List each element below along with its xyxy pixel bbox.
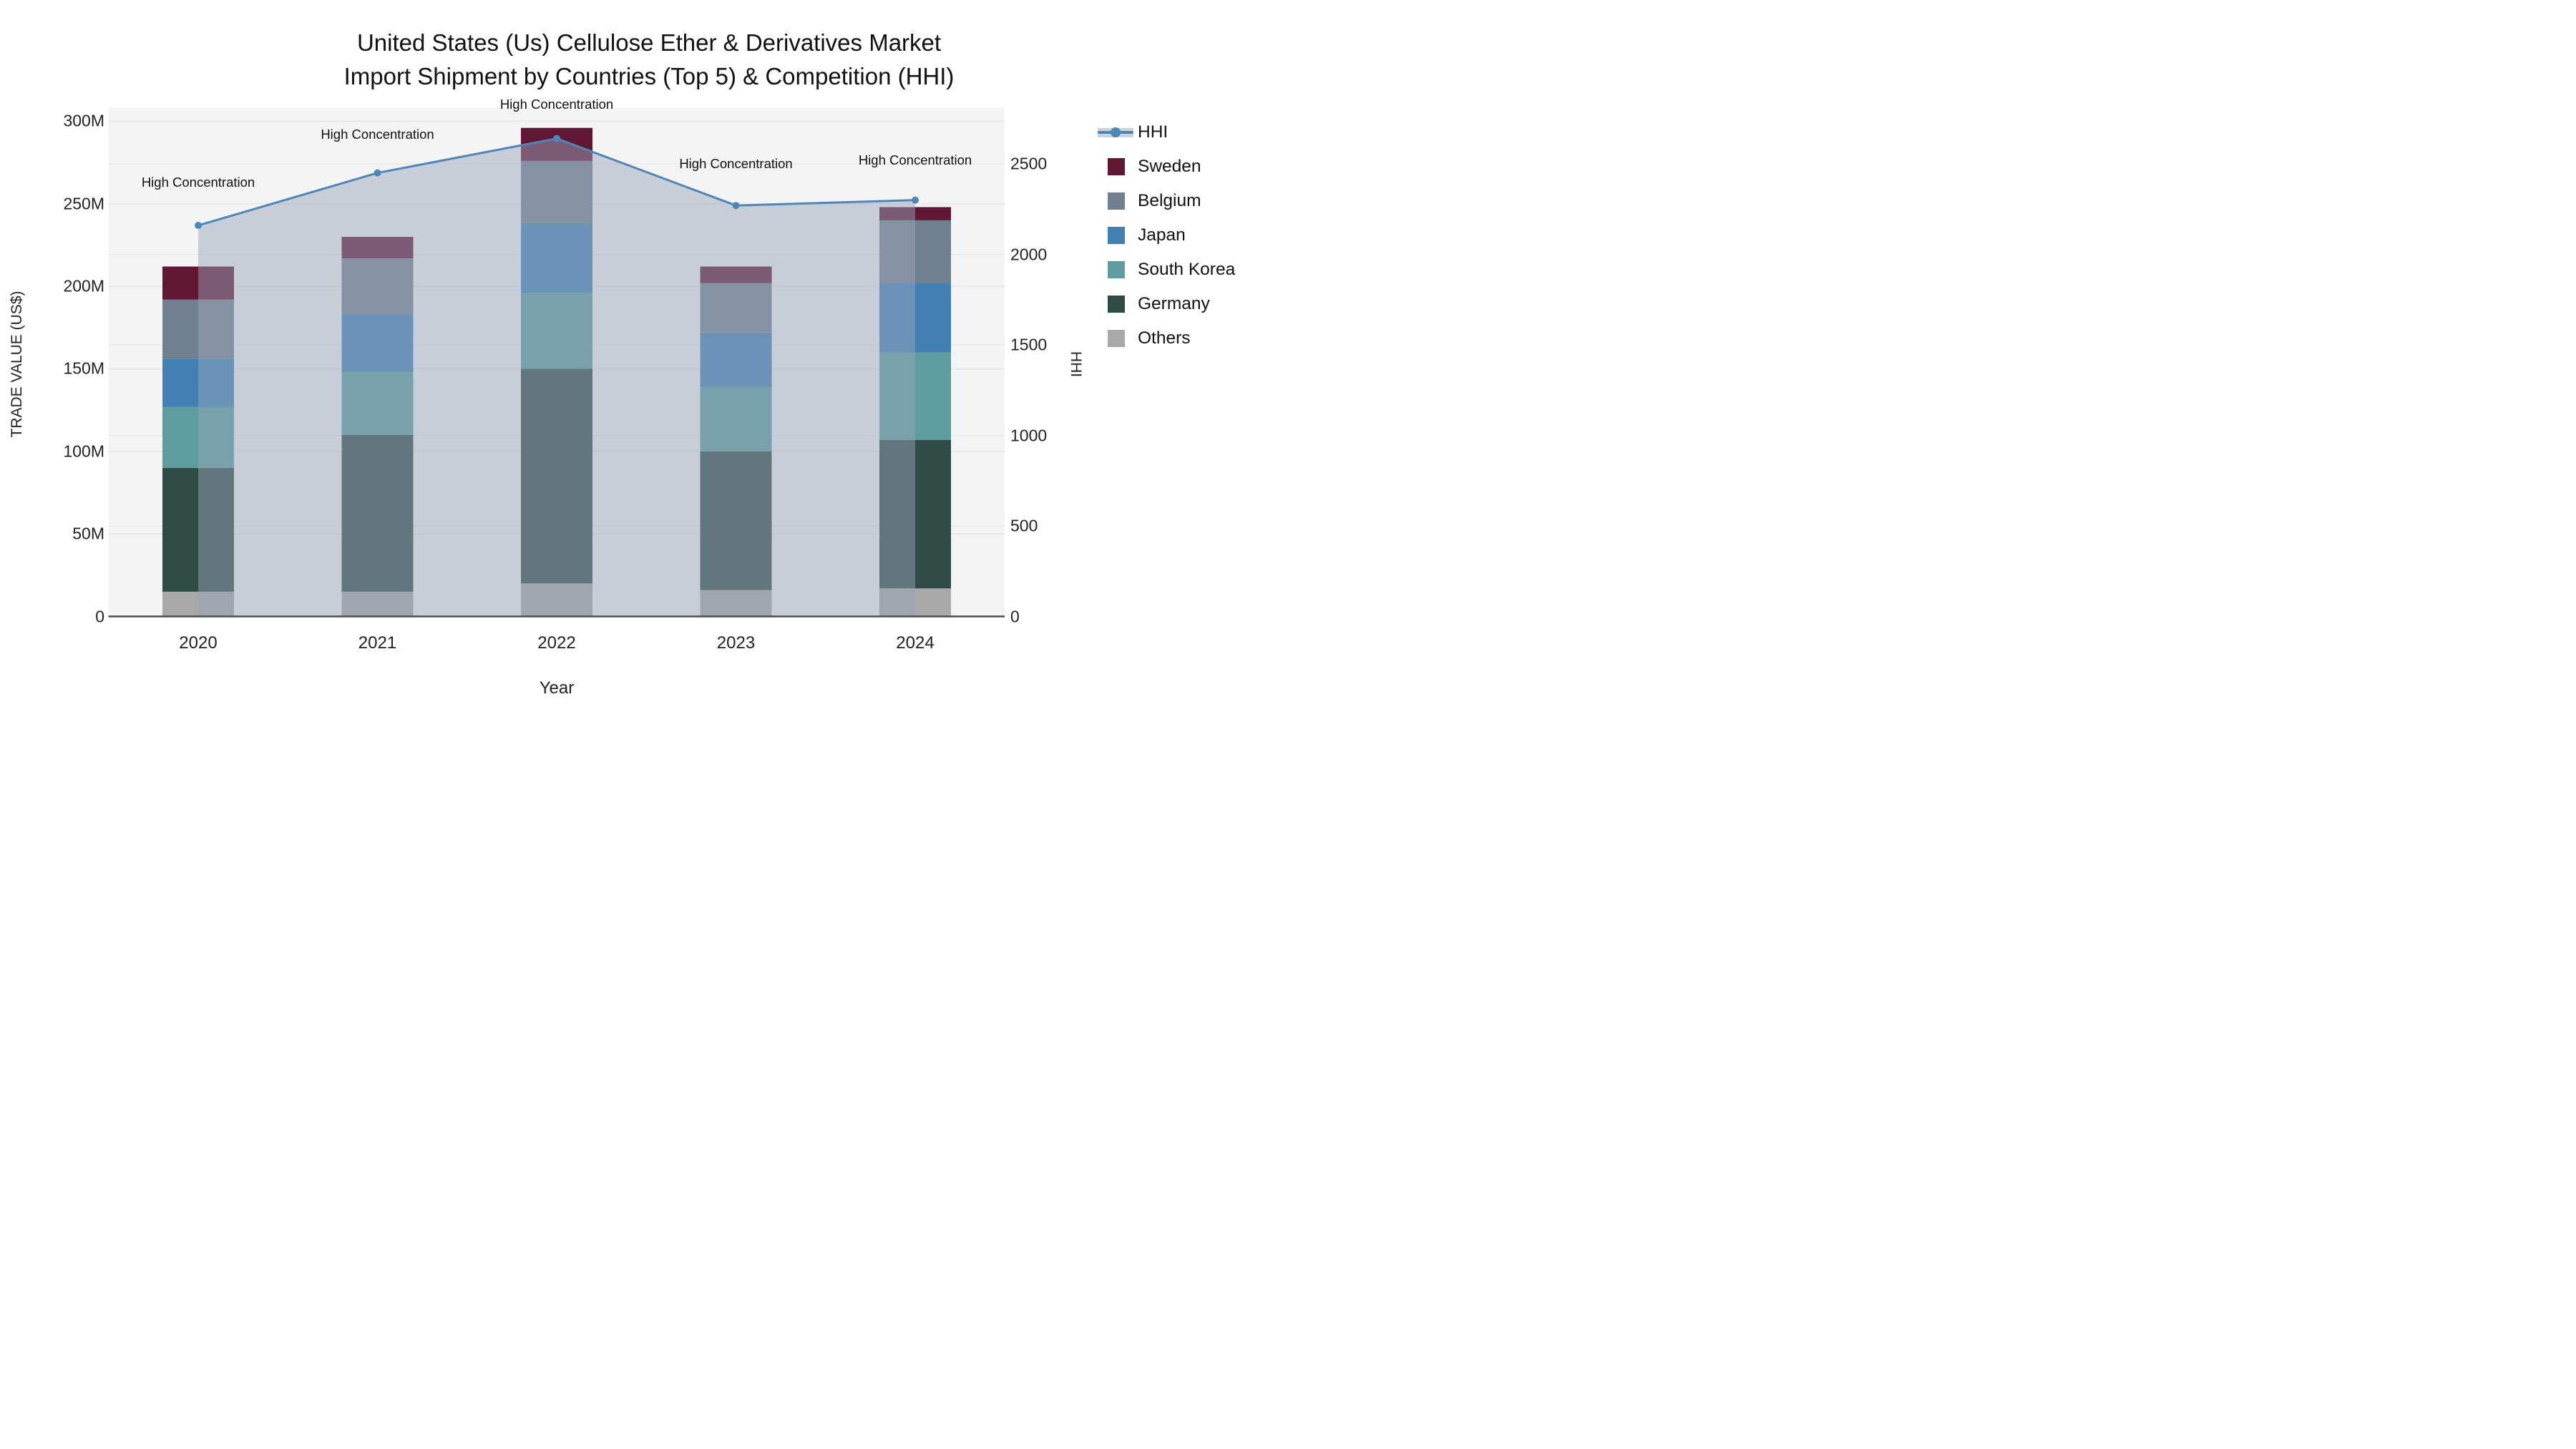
chart-root: United States (Us) Cellulose Ether & Der… — [0, 0, 1288, 725]
y-tick-right-0: 0 — [1010, 607, 1020, 625]
hhi-marker-2024 — [912, 196, 919, 204]
legend-hhi-marker-icon — [1111, 127, 1121, 137]
bar-segment-japan-2021 — [341, 314, 414, 373]
hhi-marker-2022 — [553, 135, 560, 142]
bar-segment-south-korea-2020 — [162, 406, 234, 468]
bar-segment-germany-2022 — [521, 369, 592, 584]
bar-segment-sweden-2023 — [700, 266, 772, 283]
legend-swatch-others — [1108, 330, 1125, 347]
hhi-marker-2020 — [195, 222, 202, 230]
bar-segment-others-2020 — [162, 591, 234, 617]
bar-segment-south-korea-2023 — [700, 386, 772, 452]
x-axis-title: Year — [539, 678, 575, 698]
y-tick-right-1500: 1500 — [1010, 335, 1048, 354]
legend-swatch-belgium — [1108, 192, 1125, 210]
bar-segment-sweden-2021 — [341, 236, 414, 258]
y-tick-right-2000: 2000 — [1010, 245, 1048, 263]
y-axis-title-right: HHI — [1068, 351, 1084, 378]
bar-segment-germany-2023 — [700, 451, 772, 590]
legend-label-others: Others — [1138, 328, 1191, 348]
annotation-high-concentration-2022: High Concentration — [499, 96, 614, 112]
legend-swatch-sweden — [1108, 158, 1125, 175]
y-tick-left-250M: 250M — [63, 194, 104, 213]
annotation-high-concentration-2023: High Concentration — [679, 156, 793, 172]
annotation-high-concentration-2021: High Concentration — [321, 126, 434, 142]
y-tick-left-150M: 150M — [63, 358, 104, 378]
bar-segment-japan-2020 — [162, 358, 234, 407]
y-tick-right-500: 500 — [1010, 516, 1038, 535]
bar-segment-others-2023 — [700, 590, 772, 617]
y-tick-left-100M: 100M — [63, 441, 104, 461]
bar-segment-germany-2020 — [162, 467, 234, 592]
legend-swatch-south-korea — [1108, 261, 1125, 278]
bar-segment-sweden-2020 — [162, 266, 234, 300]
bar-segment-sweden-2024 — [879, 207, 951, 220]
x-tick-2020: 2020 — [179, 633, 218, 653]
bar-segment-sweden-2022 — [521, 127, 592, 161]
bar-segment-japan-2022 — [521, 223, 592, 293]
legend-label-sweden: Sweden — [1138, 157, 1201, 176]
bar-segment-belgium-2021 — [341, 258, 414, 315]
bar-segment-others-2021 — [341, 591, 414, 617]
bar-segment-belgium-2020 — [162, 299, 234, 359]
bar-segment-south-korea-2022 — [521, 293, 592, 369]
legend-label-hhi: HHI — [1138, 122, 1169, 142]
x-tick-2024: 2024 — [896, 633, 935, 653]
y-tick-left-0: 0 — [95, 607, 104, 625]
legend-swatch-germany — [1108, 296, 1125, 313]
y-axis-title-left: TRADE VALUE (US$) — [9, 291, 25, 438]
hhi-marker-2023 — [732, 202, 740, 210]
hhi-marker-2021 — [374, 169, 381, 177]
bar-segment-germany-2024 — [879, 439, 951, 589]
y-tick-left-300M: 300M — [63, 111, 104, 130]
y-tick-right-2500: 2500 — [1010, 154, 1048, 173]
bar-segment-belgium-2024 — [879, 220, 951, 283]
bar-segment-germany-2021 — [341, 434, 414, 592]
x-tick-2021: 2021 — [358, 633, 397, 653]
bar-segment-south-korea-2021 — [341, 372, 414, 435]
chart-title-line1: United States (Us) Cellulose Ether & Der… — [356, 29, 942, 56]
legend-label-belgium: Belgium — [1138, 191, 1201, 210]
legend-swatch-japan — [1108, 227, 1125, 244]
annotation-high-concentration-2020: High Concentration — [141, 175, 255, 190]
bar-segment-japan-2024 — [879, 283, 951, 353]
y-tick-left-50M: 50M — [72, 524, 104, 543]
y-tick-left-200M: 200M — [63, 276, 104, 296]
legend-label-germany: Germany — [1138, 294, 1210, 313]
x-tick-2022: 2022 — [537, 633, 576, 653]
plot-canvas — [108, 107, 1005, 618]
y-tick-right-1000: 1000 — [1010, 426, 1048, 444]
chart-title-line2: Import Shipment by Countries (Top 5) & C… — [343, 63, 955, 89]
bar-segment-belgium-2022 — [521, 160, 592, 224]
bar-segment-others-2024 — [879, 588, 951, 617]
x-tick-2023: 2023 — [716, 633, 756, 653]
bar-segment-japan-2023 — [700, 332, 772, 387]
bar-segment-south-korea-2024 — [879, 352, 951, 440]
hhi-area-fill — [198, 138, 915, 617]
bar-segment-others-2022 — [521, 583, 592, 617]
bar-segment-belgium-2023 — [700, 283, 772, 333]
legend-label-south-korea: South Korea — [1138, 260, 1236, 279]
annotation-high-concentration-2024: High Concentration — [858, 152, 972, 167]
legend-label-japan: Japan — [1138, 225, 1186, 245]
